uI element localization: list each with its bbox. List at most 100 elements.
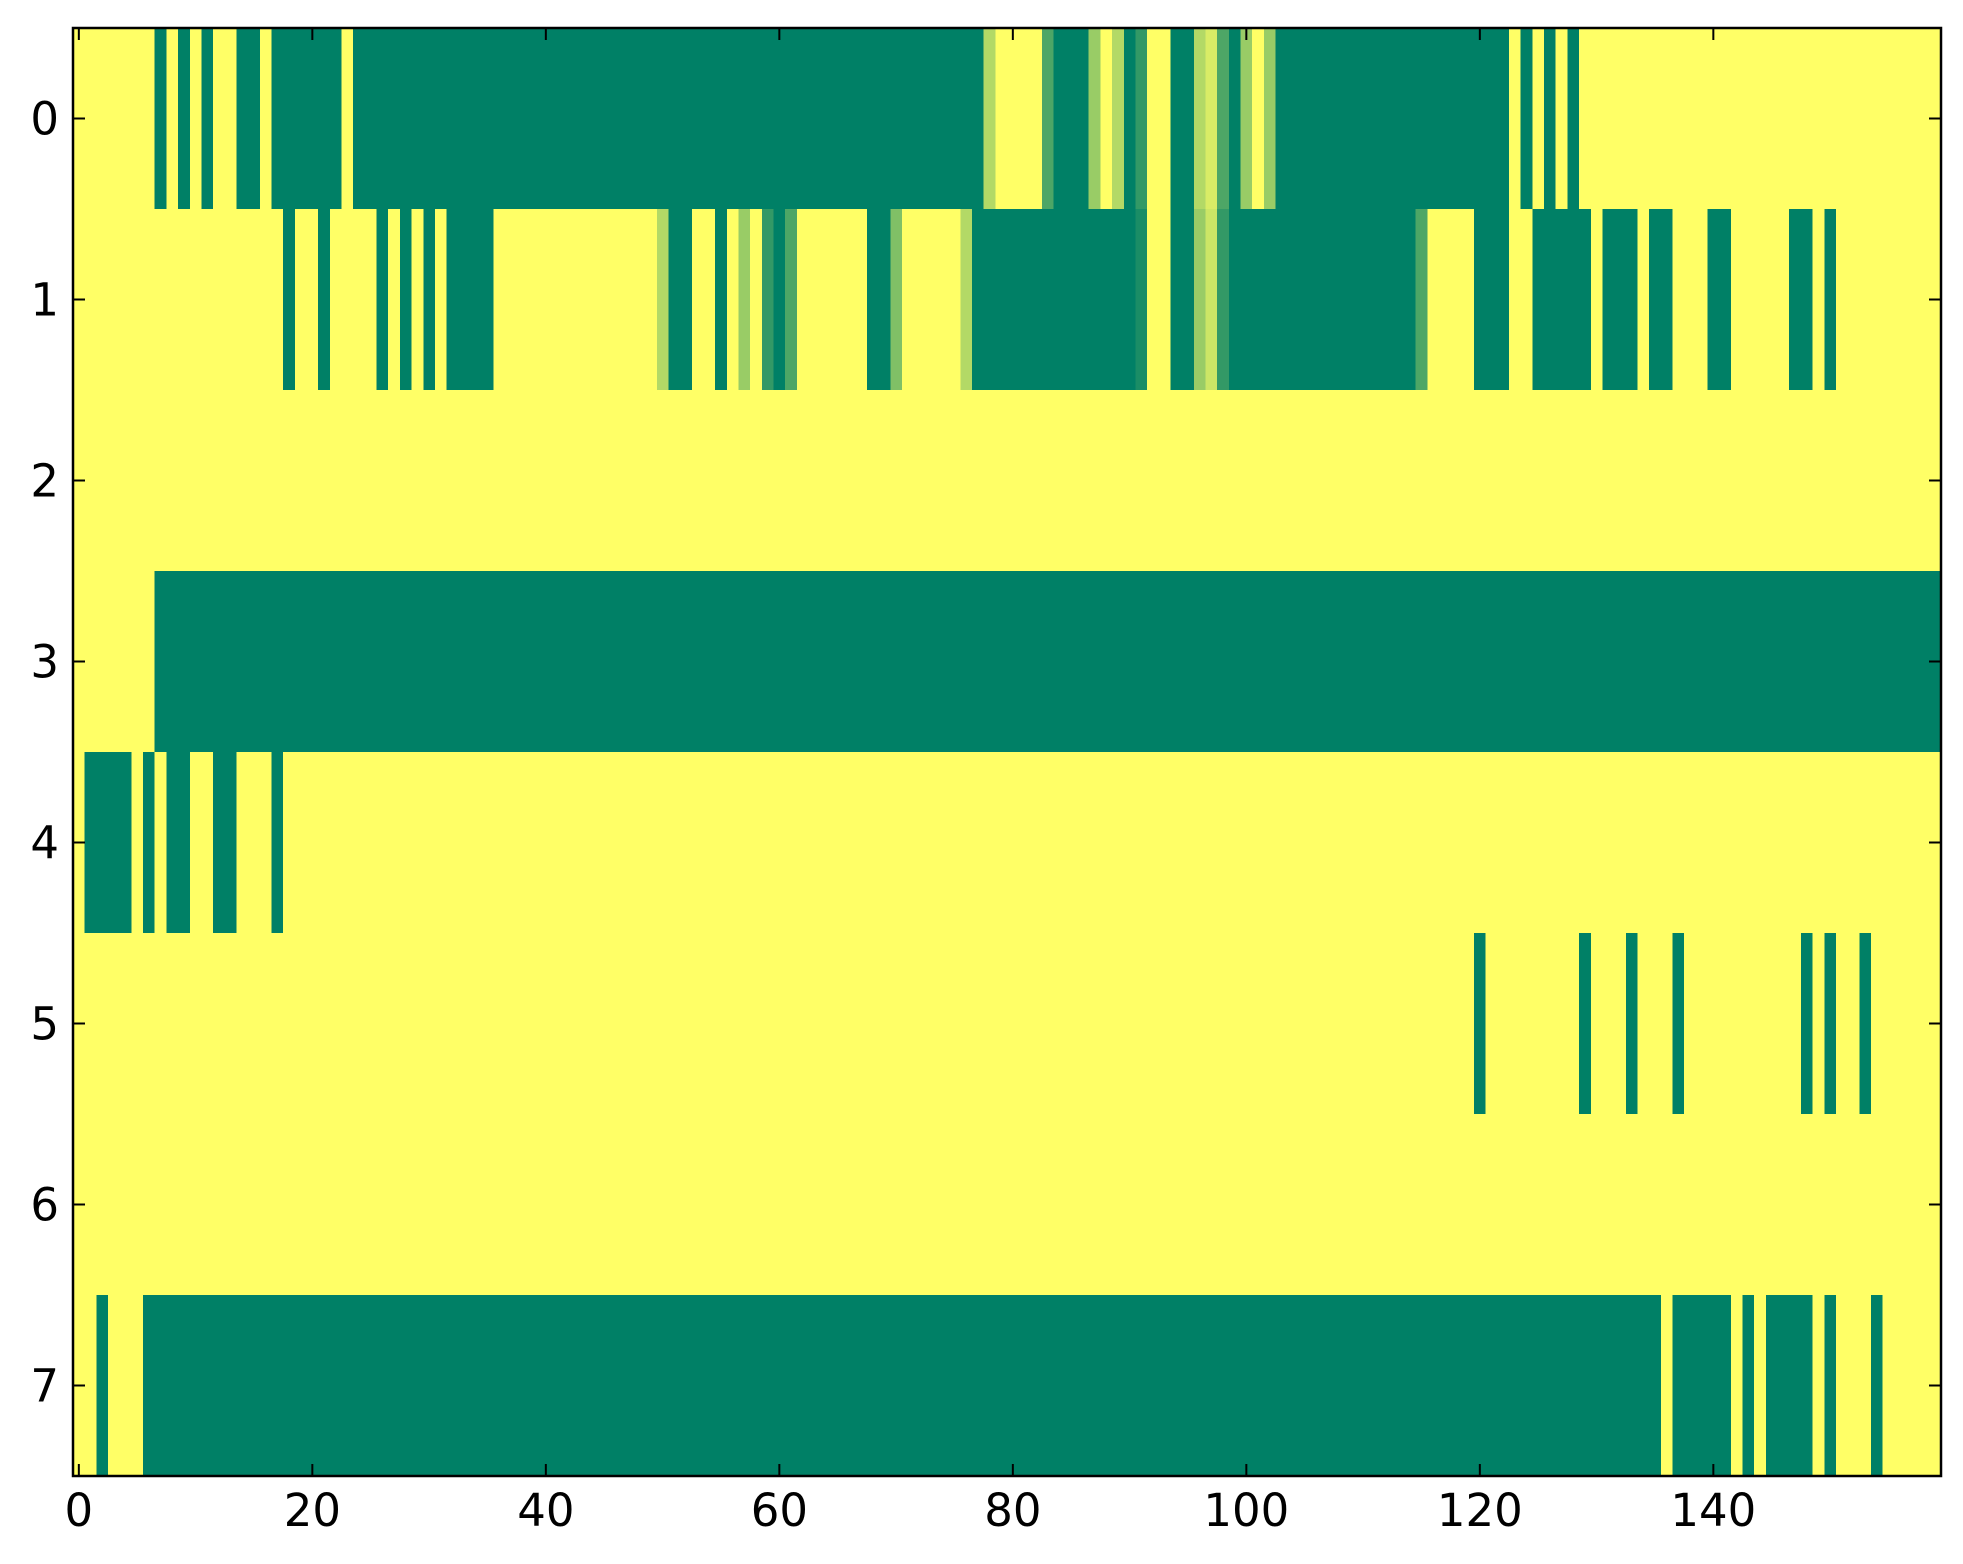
cell	[1847, 28, 1860, 210]
cell	[1322, 1295, 1335, 1477]
cell	[236, 933, 249, 1115]
cell	[925, 933, 938, 1115]
cell	[948, 752, 961, 934]
cell	[283, 209, 296, 391]
cell	[1707, 933, 1720, 1115]
cell	[411, 28, 424, 210]
cell	[1544, 390, 1557, 572]
cell	[1007, 28, 1020, 210]
cell	[1917, 28, 1930, 210]
cell	[434, 1114, 448, 1296]
cell	[1252, 209, 1265, 391]
cell	[1252, 1114, 1265, 1296]
cell	[1707, 390, 1720, 572]
cell	[645, 390, 658, 572]
cell	[504, 209, 518, 391]
cell	[1660, 28, 1674, 210]
cell	[948, 209, 961, 391]
cell	[1905, 209, 1919, 391]
cell	[1800, 933, 1814, 1115]
cell	[388, 571, 401, 753]
cell	[761, 28, 775, 210]
cell	[1322, 933, 1335, 1115]
x-tick-label: 40	[517, 1484, 574, 1537]
cell	[563, 1114, 576, 1296]
cell	[96, 1295, 109, 1477]
cell	[1579, 28, 1592, 210]
cell	[773, 752, 786, 934]
cell	[575, 209, 588, 391]
cell	[1777, 752, 1790, 934]
cell	[1018, 1295, 1031, 1477]
cell	[1672, 209, 1685, 391]
cell	[1485, 1295, 1498, 1477]
cell	[1637, 933, 1650, 1115]
cell	[1847, 752, 1860, 934]
cell	[1497, 933, 1510, 1115]
cell	[1777, 571, 1790, 753]
cell	[1905, 933, 1919, 1115]
cell	[1158, 933, 1172, 1115]
cell	[1170, 390, 1183, 572]
cell	[563, 571, 576, 753]
cell	[575, 933, 588, 1115]
cell	[1672, 752, 1685, 934]
cell	[540, 1114, 553, 1296]
cell	[493, 28, 506, 210]
cell	[1007, 209, 1020, 391]
cell	[1193, 28, 1207, 210]
cell	[493, 571, 506, 753]
cell	[1614, 752, 1627, 934]
cell	[1917, 1295, 1930, 1477]
cell	[1509, 933, 1522, 1115]
cell	[936, 933, 950, 1115]
cell	[201, 209, 214, 391]
cell	[294, 1114, 308, 1296]
cell	[178, 209, 191, 391]
cell	[119, 1295, 132, 1477]
cell	[189, 752, 203, 934]
cell	[259, 1114, 273, 1296]
cell	[1263, 1114, 1277, 1296]
cell	[1754, 209, 1767, 391]
cell	[1614, 209, 1627, 391]
cell	[458, 571, 471, 753]
cell	[213, 1114, 226, 1296]
cell	[1625, 1114, 1639, 1296]
cell	[178, 390, 191, 572]
cell	[1894, 390, 1907, 572]
cell	[1812, 390, 1825, 572]
cell	[423, 933, 436, 1115]
cell	[960, 933, 973, 1115]
cell	[1100, 1114, 1113, 1296]
cell	[1555, 1295, 1568, 1477]
cell	[469, 1114, 483, 1296]
cell	[1112, 1114, 1125, 1296]
cell	[1649, 390, 1662, 572]
cell	[983, 933, 996, 1115]
cell	[178, 571, 191, 753]
cell	[1649, 752, 1662, 934]
cell	[1158, 28, 1172, 210]
cell	[469, 390, 483, 572]
cell	[376, 28, 389, 210]
cell	[318, 209, 331, 391]
cell	[551, 1114, 564, 1296]
cell	[1042, 571, 1055, 753]
cell	[1532, 28, 1545, 210]
cell	[1474, 1114, 1487, 1296]
cell	[294, 28, 308, 210]
cell	[189, 1114, 203, 1296]
cell	[376, 1114, 389, 1296]
cell	[1357, 752, 1370, 934]
cell	[1462, 390, 1475, 572]
cell	[633, 752, 646, 934]
cell	[843, 28, 856, 210]
cell	[925, 28, 938, 210]
cell	[1520, 1114, 1533, 1296]
cell	[1158, 209, 1172, 391]
cell	[399, 571, 413, 753]
cell	[1730, 28, 1744, 210]
cell	[166, 209, 179, 391]
cell	[1403, 571, 1417, 753]
